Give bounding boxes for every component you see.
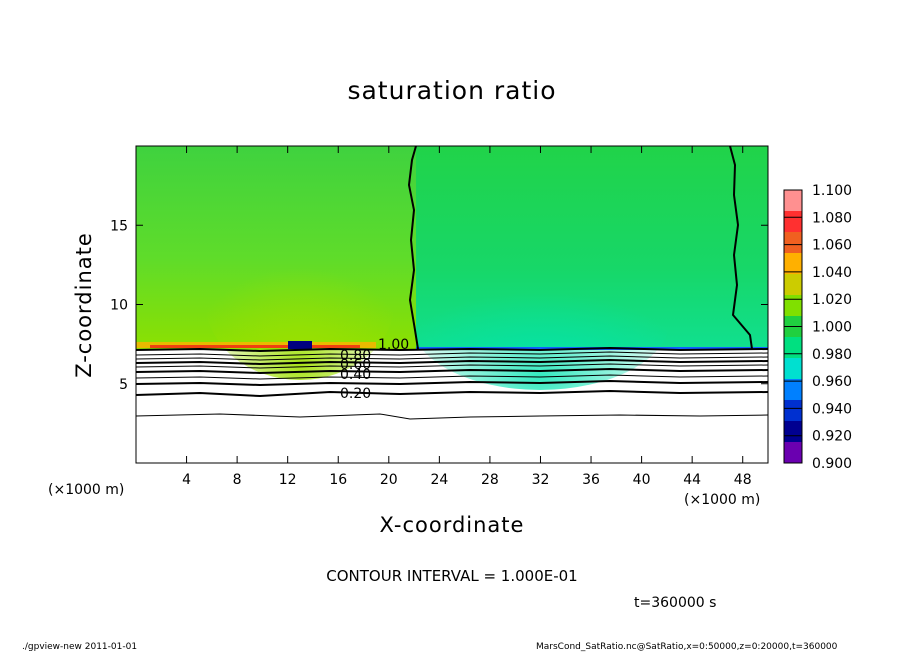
x-tick-label: 24 <box>430 472 448 488</box>
contour-line <box>136 379 768 387</box>
z-unit-label: (×1000 m) <box>48 482 125 498</box>
contour-line <box>136 389 768 398</box>
colorbar-label: 0.920 <box>812 429 852 445</box>
time-label: t=360000 s <box>634 595 717 611</box>
x-tick-label: 48 <box>734 472 752 488</box>
colorbar-label: 0.960 <box>812 374 852 390</box>
z-tick-label: 10 <box>110 298 128 314</box>
colorbar-label: 0.900 <box>812 456 852 472</box>
contour-line <box>136 413 768 420</box>
contour-label: 1.00 <box>378 337 409 353</box>
colorbar-label: 1.060 <box>812 238 852 254</box>
x-tick-label: 16 <box>329 472 347 488</box>
plot-area <box>136 146 768 463</box>
contour-label: 0.20 <box>340 386 371 402</box>
red-band <box>150 345 360 348</box>
x-tick-label: 8 <box>233 472 242 488</box>
colorbar-label: 1.020 <box>812 292 852 308</box>
colorbar-swatch <box>784 442 802 464</box>
colorbar-swatch <box>784 190 802 212</box>
contour-label: 0.40 <box>340 367 371 383</box>
contour-interval-label: CONTOUR INTERVAL = 1.000E-01 <box>326 567 578 585</box>
colorbar-swatch <box>784 400 802 422</box>
colorbar-swatch <box>784 232 802 254</box>
colorbar-label: 1.100 <box>812 183 852 199</box>
colorbar: 1.100 1.080 1.060 1.040 1.020 1.000 0.980 0.960… <box>783 183 852 472</box>
colorbar-label: 1.080 <box>812 210 852 226</box>
cool-patch <box>410 250 670 390</box>
colorbar-swatch <box>784 274 802 296</box>
x-tick-label: 36 <box>582 472 600 488</box>
x-tick-label: 20 <box>380 472 398 488</box>
warm-patch <box>205 220 395 380</box>
contour-line <box>136 358 768 366</box>
x-tick-label: 40 <box>633 472 651 488</box>
x-tick-label: 12 <box>279 472 297 488</box>
colorbar-label: 0.980 <box>812 347 852 363</box>
colorbar-swatch <box>784 379 802 401</box>
x-tick-label: 44 <box>683 472 701 488</box>
contour-line <box>136 351 768 357</box>
colorbar-label: 1.040 <box>812 265 852 281</box>
z-tick-label: 15 <box>110 218 128 234</box>
y-axis-label: Z-coordinate <box>72 232 96 378</box>
colorbar-label: 1.000 <box>812 320 852 336</box>
contour-line <box>136 346 768 353</box>
x-unit-label: (×1000 m) <box>684 492 761 508</box>
colorbar-swatch <box>784 337 802 359</box>
colorbar-swatch <box>784 253 802 275</box>
footer-command: ./gpview-new 2011-01-01 <box>22 642 138 652</box>
contour-line <box>136 367 768 375</box>
chart-title: saturation ratio <box>347 76 557 105</box>
x-tick-label: 32 <box>532 472 550 488</box>
colorbar-swatch <box>784 358 802 380</box>
contour-label: 0.80 <box>340 348 371 364</box>
x-axis-label: X-coordinate <box>379 513 525 537</box>
x-tick-label: 28 <box>481 472 499 488</box>
colorbar-label: 0.940 <box>812 401 852 417</box>
contour-line <box>136 374 768 380</box>
x-tick-label: 4 <box>182 472 191 488</box>
contour-line-1-00 <box>729 146 753 350</box>
colorbar-swatch <box>784 295 802 317</box>
contour-label: 0.60 <box>340 357 371 373</box>
dark-blue-patch <box>288 341 312 349</box>
z-tick-label: 5 <box>119 377 128 393</box>
contour-line <box>136 363 768 369</box>
colorbar-swatch <box>784 421 802 443</box>
colorbar-swatch <box>784 211 802 233</box>
contour-line-1-00 <box>407 146 419 350</box>
contour-line <box>136 355 768 361</box>
footer-source: MarsCond_SatRatio.nc@SatRatio,x=0:50000,… <box>536 642 838 652</box>
